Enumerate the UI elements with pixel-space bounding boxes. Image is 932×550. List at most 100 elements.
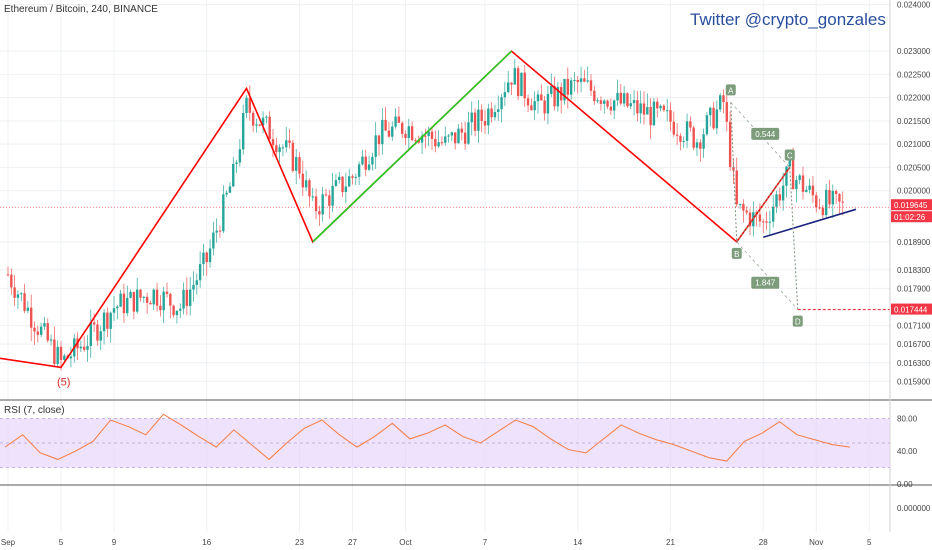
candle-body [742, 203, 745, 211]
candle-body [506, 82, 510, 93]
candle-body [198, 264, 202, 281]
candle-body [228, 186, 232, 193]
candle-body [53, 339, 56, 365]
candle-body [304, 180, 308, 188]
candle-body [656, 101, 659, 109]
candle-body [29, 307, 33, 328]
candle-body [364, 156, 367, 170]
price-tick-label: 0.020000 [897, 187, 931, 196]
candle-body [556, 87, 560, 107]
candle-body [331, 185, 334, 206]
candle-body [722, 95, 725, 103]
candle-body [444, 136, 447, 143]
candle-body [526, 98, 530, 106]
candles [6, 59, 844, 371]
rsi-line [4, 413, 851, 462]
candle-body [603, 100, 606, 104]
candle-body [344, 186, 348, 193]
candle-body [692, 127, 695, 148]
candle-body [126, 297, 129, 314]
candle-body [576, 79, 579, 83]
ratio-label: 1.847 [755, 279, 776, 288]
candle-body [20, 293, 23, 295]
candle-body [453, 132, 457, 144]
candle-body [639, 103, 642, 114]
candle-body [129, 291, 132, 298]
harmonic-point-label: B [734, 250, 739, 259]
candle-body [202, 252, 205, 265]
candle-body [281, 147, 285, 149]
candle-body [82, 346, 86, 350]
candle-body [546, 93, 550, 114]
harmonic-point-label: D [795, 318, 801, 327]
candle-body [566, 78, 570, 95]
candle-body [420, 135, 424, 143]
time-tick-label: 14 [573, 538, 582, 547]
candle-body [477, 109, 480, 131]
candle-body [46, 323, 49, 341]
countdown-badge [891, 211, 932, 223]
candle-body [404, 133, 407, 138]
candle-body [805, 189, 808, 192]
candle-body [553, 86, 556, 107]
price-tick-label: 0.015900 [897, 377, 931, 386]
candle-body [447, 135, 450, 137]
price-tick-label: 0.022000 [897, 94, 931, 103]
price-tick-label: 0.022500 [897, 70, 931, 79]
candle-body [119, 293, 122, 307]
candle-body [294, 157, 298, 171]
candle-body [314, 196, 318, 212]
candle-body [56, 346, 59, 365]
candle-body [351, 176, 354, 178]
time-tick-label: 23 [295, 538, 304, 547]
time-tick-label: 5 [867, 538, 872, 547]
candle-body [636, 100, 639, 114]
candle-body [732, 167, 735, 171]
candle-body [321, 194, 324, 215]
candle-body [811, 185, 815, 196]
symbol-title: Ethereum / Bitcoin, 240, BINANCE [4, 4, 158, 15]
candle-body [232, 163, 235, 187]
time-tick-label: 21 [666, 538, 675, 547]
candle-body [248, 97, 252, 113]
candle-body [6, 274, 10, 276]
candle-body [463, 132, 467, 144]
candle-body [311, 196, 314, 198]
candle-body [765, 221, 768, 223]
candle-body [516, 68, 520, 97]
candle-body [169, 293, 172, 306]
candle-body [387, 130, 391, 137]
time-tick-label: 16 [202, 538, 211, 547]
candle-body [99, 331, 102, 341]
candle-body [738, 203, 742, 205]
candle-body [122, 293, 126, 314]
candle-body [841, 201, 844, 203]
candle-body [16, 294, 20, 298]
candle-body [824, 189, 828, 216]
candle-body [586, 80, 589, 82]
harmonic-leg [730, 102, 738, 242]
candle-body [781, 185, 785, 201]
candle-body [513, 68, 517, 85]
candle-body [672, 121, 676, 135]
candle-body [185, 289, 189, 306]
candle-body [162, 291, 165, 311]
candle-body [116, 306, 119, 309]
candle-body [238, 149, 242, 163]
candle-body [308, 180, 311, 197]
candle-body [145, 296, 149, 303]
time-tick-label: 9 [112, 538, 117, 547]
price-tick-label: 0.023000 [897, 47, 931, 56]
candle-body [245, 97, 248, 114]
candle-body [649, 107, 652, 126]
candle-body [563, 78, 566, 101]
candle-body [417, 140, 420, 143]
candle-body [23, 293, 26, 311]
time-tick-label: 7 [483, 538, 488, 547]
candle-body [400, 122, 404, 134]
candle-body [718, 95, 722, 110]
wave-label: (5) [57, 376, 70, 388]
candle-body [705, 115, 709, 135]
candle-body [218, 230, 222, 232]
candle-body [328, 195, 331, 206]
